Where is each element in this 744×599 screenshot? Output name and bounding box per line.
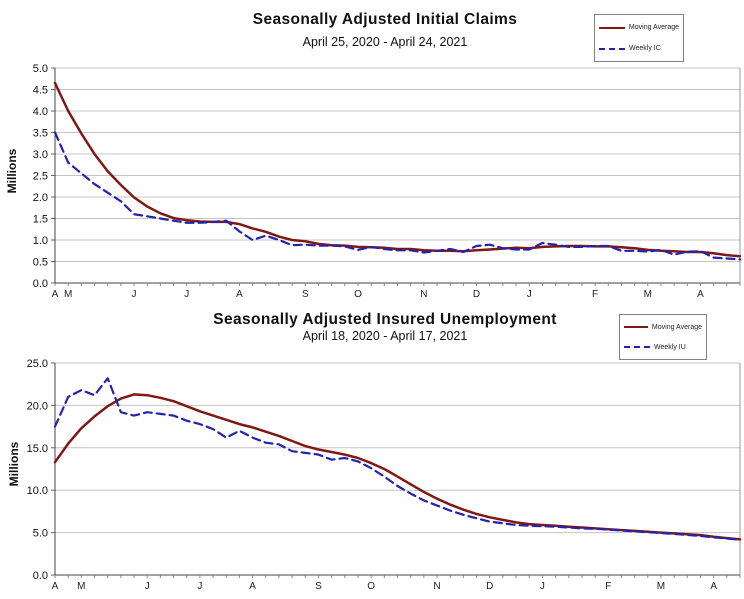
initial-claims-legend: Moving Average Weekly IC xyxy=(594,14,684,62)
legend-entry-weekly-ic: Weekly IC xyxy=(599,45,679,52)
weekly-iu-line xyxy=(53,377,742,541)
x-month-label: S xyxy=(302,289,309,300)
y-tick-label: 15.0 xyxy=(27,443,48,455)
y-tick-label: 2.0 xyxy=(33,192,48,204)
moving-average-line-swatch xyxy=(624,326,648,328)
y-tick-label: 4.5 xyxy=(33,85,48,97)
x-month-label: A xyxy=(697,289,704,300)
moving-average-line xyxy=(53,81,742,258)
legend-label-weekly-iu: Weekly IU xyxy=(654,343,686,351)
x-month-label: S xyxy=(315,581,322,592)
insured-unemployment-legend: Moving Average Weekly IU xyxy=(619,314,707,360)
weekly-ic-line-swatch xyxy=(599,47,625,50)
x-month-label: D xyxy=(473,289,480,300)
x-month-label: F xyxy=(592,289,598,300)
y-tick-label: 25.0 xyxy=(27,358,48,370)
weekly-iu-line-swatch xyxy=(624,346,650,348)
y-tick-label: 2.5 xyxy=(33,171,48,183)
legend-entry-weekly-iu: Weekly IU xyxy=(624,344,702,351)
x-month-label: M xyxy=(64,289,72,300)
y-tick-label: 1.0 xyxy=(33,235,48,247)
x-month-label: O xyxy=(354,289,362,300)
x-month-label: A xyxy=(52,289,59,300)
x-month-label: N xyxy=(433,581,440,592)
weekly-ic-line xyxy=(53,131,742,261)
legend-entry-moving-average: Moving Average xyxy=(624,324,702,331)
x-month-label: J xyxy=(527,289,532,300)
y-tick-label: 5.0 xyxy=(33,63,48,75)
y-tick-label: 4.0 xyxy=(33,106,48,118)
moving-average-line-swatch xyxy=(599,26,625,29)
y-tick-label: 0.0 xyxy=(33,278,48,290)
y-tick-label: 3.0 xyxy=(33,149,48,161)
x-month-label: A xyxy=(249,581,256,592)
x-month-label: A xyxy=(236,289,243,300)
x-month-label: O xyxy=(367,581,375,592)
x-month-label: J xyxy=(145,581,150,592)
x-month-label: J xyxy=(197,581,202,592)
x-month-label: D xyxy=(486,581,493,592)
y-tick-label: 5.0 xyxy=(33,528,48,540)
x-month-label: A xyxy=(52,581,59,592)
legend-label-moving-average: Moving Average xyxy=(651,323,702,331)
x-month-label: J xyxy=(540,581,545,592)
x-month-label: J xyxy=(184,289,189,300)
initial-claims-chart: 0.00.51.01.52.02.53.03.54.04.55.0A M J J A S O… xyxy=(33,63,742,300)
x-month-label: M xyxy=(77,581,85,592)
x-month-label: M xyxy=(644,289,652,300)
x-month-label: A xyxy=(710,581,717,592)
x-month-label: J xyxy=(132,289,137,300)
y-tick-label: 3.5 xyxy=(33,128,48,140)
y-tick-label: 10.0 xyxy=(27,485,48,497)
y-tick-label: 20.0 xyxy=(27,400,48,412)
insured-unemployment-subtitle: April 18, 2020 - April 17, 2021 xyxy=(302,329,468,343)
legend-label-weekly-ic: Weekly IC xyxy=(629,45,661,52)
y-tick-label: 1.5 xyxy=(33,214,48,226)
y-tick-label: 0.0 xyxy=(33,570,48,582)
insured-unemployment-chart: 0.0 5.0 10.0 15.0 20.0 25.0 A M J J A S O N D J F M A xyxy=(27,358,742,592)
insured-unemployment-title: Seasonally Adjusted Insured Unemployment xyxy=(213,311,557,328)
legend-entry-moving-average: Moving Average xyxy=(599,24,679,31)
x-month-label: N xyxy=(420,289,427,300)
y-tick-label: 0.5 xyxy=(33,257,48,269)
moving-average-line xyxy=(53,393,742,541)
x-month-label: F xyxy=(605,581,611,592)
legend-label-moving-average: Moving Average xyxy=(628,24,679,31)
x-month-label: M xyxy=(657,581,665,592)
initial-claims-title: Seasonally Adjusted Initial Claims xyxy=(252,11,518,28)
initial-claims-subtitle: April 25, 2020 - April 24, 2021 xyxy=(302,35,468,49)
